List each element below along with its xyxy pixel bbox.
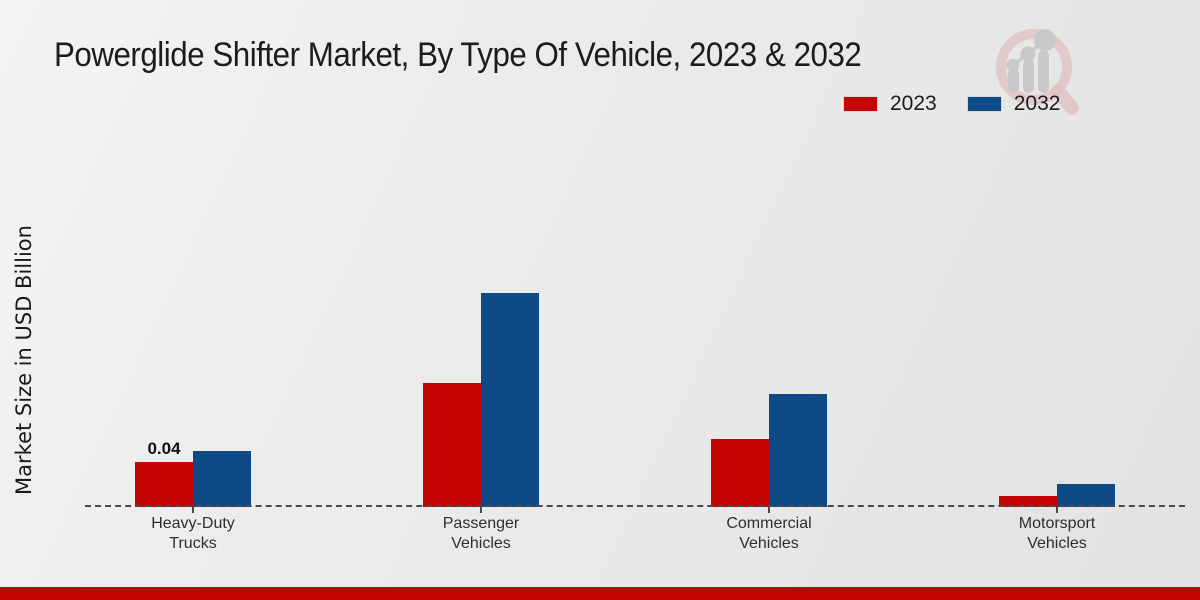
legend-swatch-2023 [843,96,878,112]
chart-title: Powerglide Shifter Market, By Type Of Ve… [54,36,862,74]
x-tick-passenger-vehicles [480,507,482,513]
bar-2023-commercial-vehicles [711,439,769,507]
bar-2032-heavy-duty-trucks [193,451,251,507]
legend-item-2032: 2032 [966,92,1061,116]
x-tick-heavy-duty-trucks [192,507,194,513]
x-tick-commercial-vehicles [768,507,770,513]
x-tick-motorsport-vehicles [1056,507,1058,513]
legend-label-2023: 2023 [890,92,937,115]
legend-item-2023: 2023 [843,92,937,116]
bar-2023-motorsport-vehicles [999,496,1057,507]
bar-2023-passenger-vehicles [423,383,481,507]
bar-2032-passenger-vehicles [481,293,539,507]
category-label-motorsport-vehicles: Motorsport Vehicles [1018,515,1096,553]
bar-2023-heavy-duty-trucks [135,462,193,507]
category-label-heavy-duty-trucks: Heavy-Duty Trucks [151,515,235,553]
x-axis-baseline [85,505,1185,507]
category-label-commercial-vehicles: Commercial Vehicles [726,515,812,553]
bar-2032-motorsport-vehicles [1057,484,1115,507]
footer-accent-bar [0,587,1200,600]
bar-2032-commercial-vehicles [769,394,827,507]
legend: 2023 2032 [843,92,1060,116]
legend-label-2032: 2032 [1013,92,1061,115]
data-label-2023-heavy-duty-trucks: 0.04 [147,439,181,458]
category-label-passenger-vehicles: Passenger Vehicles [442,515,520,553]
legend-swatch-2032 [966,96,1002,112]
magnifier-bar-chart-logo-icon [996,29,1079,115]
